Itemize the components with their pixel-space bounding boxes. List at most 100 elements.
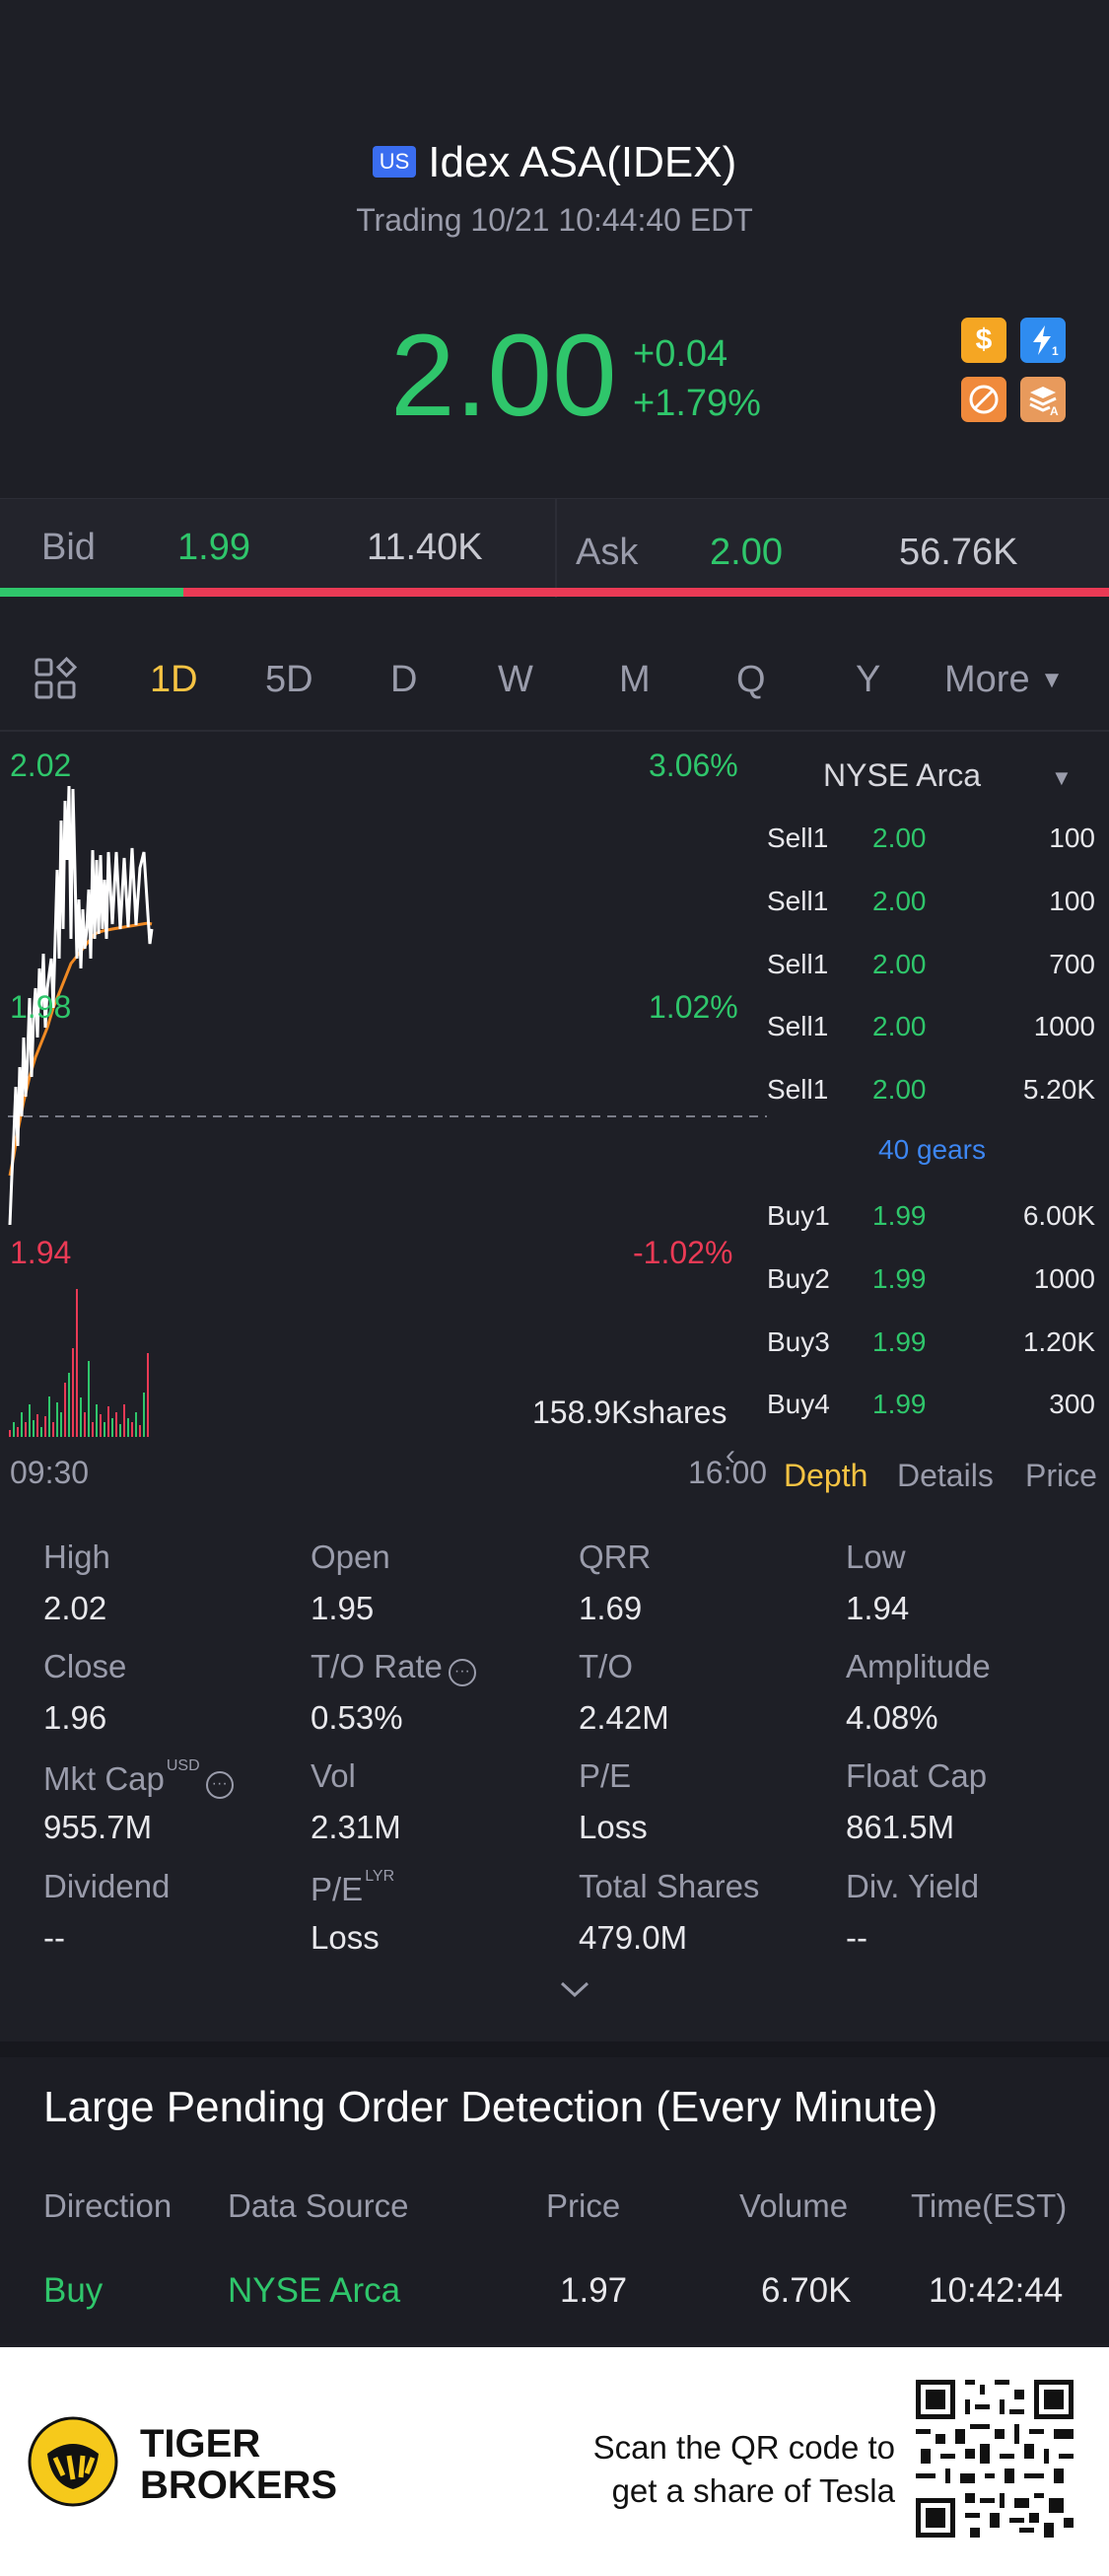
large-order-section bbox=[0, 2057, 1109, 2343]
stat-value: 1.95 bbox=[311, 1590, 375, 1626]
level-size: 100 bbox=[1049, 823, 1095, 853]
ask-size: 56.76K bbox=[899, 532, 1018, 573]
bid-ask-bar[interactable]: Bid 1.99 11.40K Ask 2.00 56.76K bbox=[0, 498, 1109, 598]
level-label: Buy1 bbox=[767, 1200, 830, 1231]
stat-value: 0.53% bbox=[311, 1699, 403, 1736]
level-label: Sell1 bbox=[767, 823, 829, 853]
divider bbox=[0, 730, 1109, 732]
lightning-level1-icon[interactable]: 1 bbox=[1020, 318, 1066, 363]
tab-q[interactable]: Q bbox=[736, 659, 766, 700]
tab-price[interactable]: Price bbox=[1025, 1458, 1097, 1493]
tab-depth[interactable]: Depth bbox=[784, 1458, 868, 1493]
last-price: 2.00 bbox=[390, 311, 617, 441]
order-direction: Buy bbox=[43, 2271, 104, 2310]
stat-label: Float Cap bbox=[846, 1757, 988, 1794]
bid-size: 11.40K bbox=[367, 527, 483, 568]
order-volume: 6.70K bbox=[761, 2271, 852, 2310]
chart-mid-label: 1.98 bbox=[10, 989, 72, 1025]
bid-label: Bid bbox=[41, 527, 96, 568]
stat-value: 1.94 bbox=[846, 1590, 910, 1626]
gears-link[interactable]: 40 gears bbox=[878, 1134, 986, 1165]
info-icon[interactable]: ··· bbox=[205, 1771, 234, 1799]
stat-label: Low bbox=[846, 1538, 906, 1575]
level-price: 2.00 bbox=[872, 949, 927, 979]
stock-title: US Idex ASA(IDEX) bbox=[0, 138, 1109, 187]
stock-name: Idex ASA(IDEX) bbox=[428, 138, 737, 186]
brand-name: TIGER BROKERS bbox=[140, 2423, 337, 2506]
level-label: Sell1 bbox=[767, 886, 829, 916]
tab-details[interactable]: Details bbox=[897, 1458, 994, 1493]
level-size: 300 bbox=[1049, 1389, 1095, 1419]
ask-price: 2.00 bbox=[710, 532, 783, 573]
tab-5d[interactable]: 5D bbox=[265, 659, 313, 700]
column-header: Volume bbox=[739, 2187, 849, 2224]
stat-label: T/O Rate bbox=[311, 1648, 443, 1684]
tab-d[interactable]: D bbox=[390, 659, 418, 700]
order-book-sell-row: Sell1 2.00 1000 bbox=[767, 1011, 1097, 1050]
stat-label: Amplitude bbox=[846, 1648, 991, 1684]
stat-label-with-info: T/O Rate ··· bbox=[311, 1648, 476, 1686]
level-price: 1.99 bbox=[872, 1389, 927, 1419]
stat-label: Close bbox=[43, 1648, 127, 1684]
trading-status: Trading 10/21 10:44:40 EDT bbox=[356, 202, 753, 238]
tab-y[interactable]: Y bbox=[856, 659, 881, 700]
chart-high-label: 2.02 bbox=[10, 748, 72, 783]
level-size: 100 bbox=[1049, 886, 1095, 916]
svg-text:1: 1 bbox=[1052, 344, 1059, 358]
market-badge: US bbox=[372, 146, 417, 178]
level-price: 2.00 bbox=[872, 1011, 927, 1041]
order-book-buy-row: Buy3 1.99 1.20K bbox=[767, 1326, 1097, 1366]
stack-a-icon[interactable]: A bbox=[1020, 377, 1066, 422]
tab-w[interactable]: W bbox=[498, 659, 533, 700]
exchange-select[interactable]: NYSE Arca bbox=[823, 757, 981, 794]
volume-label: 158.9Kshares bbox=[532, 1395, 728, 1430]
price-change-pct: +1.79% bbox=[633, 383, 761, 424]
section-divider bbox=[0, 2041, 1109, 2057]
info-icon[interactable]: ··· bbox=[448, 1659, 476, 1686]
level-size: 1000 bbox=[1033, 1263, 1095, 1294]
stat-value: 1.69 bbox=[579, 1590, 643, 1626]
currency-superscript: USD bbox=[166, 1757, 200, 1774]
column-header: Direction bbox=[43, 2187, 173, 2224]
level-label: Sell1 bbox=[767, 1074, 829, 1105]
grid-layout-icon[interactable] bbox=[34, 656, 79, 707]
order-book-buy-row: Buy4 1.99 300 bbox=[767, 1389, 1097, 1428]
more-label: More bbox=[944, 659, 1030, 700]
bid-ask-divider bbox=[555, 499, 557, 598]
stat-value: -- bbox=[43, 1919, 65, 1956]
stat-value: Loss bbox=[311, 1919, 380, 1956]
qr-code-icon bbox=[911, 2375, 1078, 2547]
brand-line: BROKERS bbox=[140, 2464, 338, 2507]
volume-bars bbox=[9, 1289, 149, 1437]
level-price: 1.99 bbox=[872, 1326, 927, 1357]
scan-line: get a share of Tesla bbox=[611, 2472, 895, 2509]
period-tabs: 1D 5D D W M Q Y More ▼ bbox=[0, 631, 1109, 730]
level-label: Sell1 bbox=[767, 1011, 829, 1041]
dollar-icon[interactable]: $ bbox=[961, 318, 1006, 363]
column-header: Time(EST) bbox=[911, 2187, 1068, 2224]
no-short-icon[interactable] bbox=[961, 377, 1006, 422]
level-label: Sell1 bbox=[767, 949, 829, 979]
chevron-down-icon[interactable] bbox=[558, 1978, 591, 2005]
level-price: 1.99 bbox=[872, 1263, 927, 1294]
scan-promo-text: Scan the QR code to get a share of Tesla bbox=[552, 2426, 895, 2513]
tab-1d[interactable]: 1D bbox=[150, 659, 198, 700]
chart-high-pct: 3.06% bbox=[649, 748, 738, 783]
bid-price: 1.99 bbox=[177, 527, 250, 568]
scan-line: Scan the QR code to bbox=[592, 2429, 895, 2466]
tab-more[interactable]: More ▼ bbox=[944, 659, 1064, 701]
stat-label: Mkt Cap bbox=[43, 1760, 165, 1797]
volume-drag-handle: ‹ bbox=[726, 1439, 735, 1471]
level-label: Buy3 bbox=[767, 1326, 830, 1357]
stat-value: Loss bbox=[579, 1809, 648, 1845]
chart-low-pct: -1.02% bbox=[633, 1235, 733, 1270]
order-source: NYSE Arca bbox=[228, 2271, 401, 2310]
triangle-down-icon[interactable]: ▼ bbox=[1051, 765, 1073, 790]
order-book-sell-row: Sell1 2.00 100 bbox=[767, 823, 1097, 862]
stat-value: 479.0M bbox=[579, 1919, 688, 1956]
price-line bbox=[8, 785, 154, 1226]
order-book-buy-row: Buy2 1.99 1000 bbox=[767, 1263, 1097, 1303]
tab-m[interactable]: M bbox=[619, 659, 651, 700]
stat-label: Div. Yield bbox=[846, 1868, 980, 1904]
intraday-chart[interactable]: ‹ bbox=[0, 742, 769, 1481]
